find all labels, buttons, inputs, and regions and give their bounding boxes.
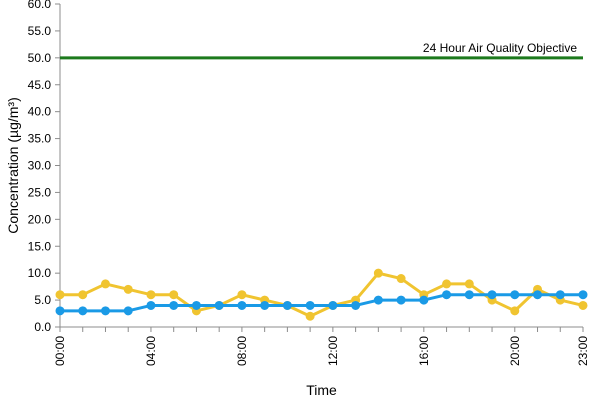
- x-tick-label: 23:00: [576, 336, 590, 366]
- data-point: [191, 300, 201, 310]
- data-point: [419, 295, 429, 305]
- x-tick-label: 00:00: [53, 336, 67, 366]
- series-line: [60, 293, 583, 313]
- y-axis-title: Concentration (µg/m³): [5, 97, 21, 233]
- x-axis-ticks: 00:00 04:00 08:00 12:00 16:00 20:00 23:00: [53, 327, 590, 366]
- data-point: [373, 295, 383, 305]
- data-point: [578, 300, 588, 310]
- data-point: [78, 290, 88, 300]
- data-point: [237, 300, 247, 310]
- data-point: [55, 290, 65, 300]
- y-tick-label: 5.0: [34, 293, 51, 307]
- data-point: [510, 306, 520, 316]
- data-point: [146, 290, 156, 300]
- data-point: [260, 300, 270, 310]
- data-point: [169, 300, 179, 310]
- data-point: [169, 290, 179, 300]
- data-point: [351, 300, 361, 310]
- y-tick-label: 40.0: [28, 105, 52, 119]
- data-point: [55, 306, 65, 316]
- y-tick-label: 45.0: [28, 78, 52, 92]
- objective-line-group: 24 Hour Air Quality Objective: [60, 41, 583, 60]
- y-tick-label: 0.0: [34, 320, 51, 334]
- y-tick-label: 20.0: [28, 212, 52, 226]
- data-point: [78, 306, 88, 316]
- y-axis-ticks: 0.0 5.0 10.0 15.0 20.0 25.0 30.0 35.0 40.0 45.0 50…: [28, 0, 60, 334]
- data-point: [464, 290, 474, 300]
- x-tick-label: 20:00: [508, 336, 522, 366]
- data-point: [214, 300, 224, 310]
- data-point: [487, 290, 497, 300]
- data-point: [396, 295, 406, 305]
- y-tick-label: 25.0: [28, 185, 52, 199]
- data-point: [464, 279, 474, 289]
- objective-label: 24 Hour Air Quality Objective: [423, 41, 577, 55]
- x-tick-label: 08:00: [235, 336, 249, 366]
- data-point: [510, 290, 520, 300]
- y-tick-label: 50.0: [28, 51, 52, 65]
- y-tick-label: 60.0: [28, 0, 52, 11]
- data-point: [305, 300, 315, 310]
- data-point: [442, 290, 452, 300]
- data-point: [373, 268, 383, 278]
- data-point: [282, 300, 292, 310]
- data-point: [100, 279, 110, 289]
- data-point: [442, 279, 452, 289]
- data-point: [578, 290, 588, 300]
- x-axis-title: Time: [306, 382, 337, 398]
- series-group: [55, 268, 588, 321]
- x-tick-label: 16:00: [417, 336, 431, 366]
- data-point: [533, 290, 543, 300]
- x-tick-label: 04:00: [144, 336, 158, 366]
- data-point: [396, 274, 406, 284]
- data-point: [305, 311, 315, 321]
- data-point: [555, 290, 565, 300]
- data-point: [123, 306, 133, 316]
- series-2: [55, 290, 588, 316]
- x-tick-label: 12:00: [326, 336, 340, 366]
- y-tick-label: 10.0: [28, 266, 52, 280]
- data-point: [237, 290, 247, 300]
- data-point: [328, 300, 338, 310]
- y-tick-label: 35.0: [28, 132, 52, 146]
- data-point: [123, 284, 133, 294]
- y-tick-label: 55.0: [28, 24, 52, 38]
- data-point: [146, 300, 156, 310]
- y-tick-label: 30.0: [28, 159, 52, 173]
- series-1: [55, 268, 588, 321]
- data-point: [100, 306, 110, 316]
- y-tick-label: 15.0: [28, 239, 52, 253]
